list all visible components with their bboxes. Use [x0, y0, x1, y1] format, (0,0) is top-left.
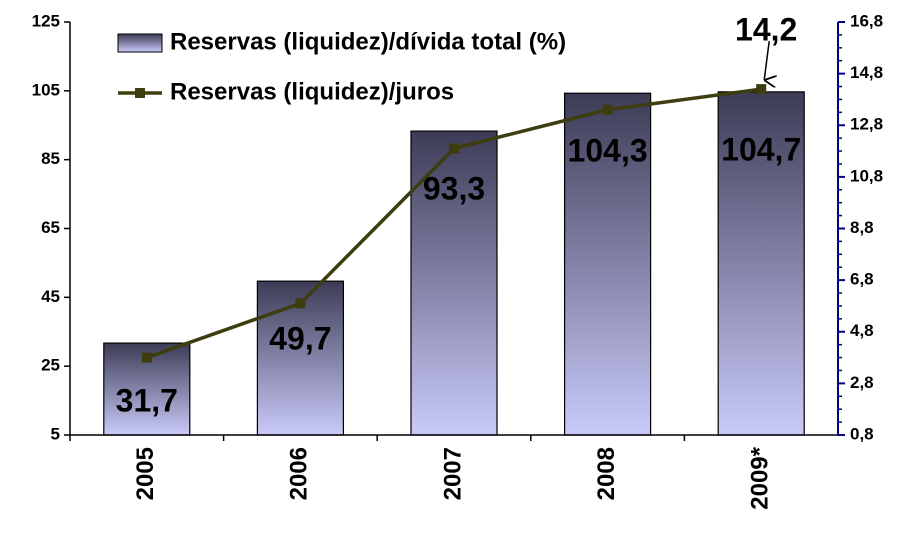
y2-tick-label: 4,8 [850, 321, 874, 340]
y-tick-label: 25 [41, 356, 60, 375]
x-tick-label: 2009* [747, 446, 774, 509]
x-tick-label: 2006 [286, 447, 313, 500]
y-tick-label: 105 [32, 80, 60, 99]
x-tick-label: 2008 [593, 447, 620, 500]
y-tick-label: 45 [41, 287, 60, 306]
bar [717, 91, 805, 436]
bar [410, 130, 498, 436]
bar-value-label: 104,3 [568, 133, 648, 169]
bar-value-label: 93,3 [423, 171, 485, 207]
bar [563, 92, 652, 436]
line-marker [449, 143, 459, 154]
line-marker [756, 84, 767, 95]
x-tick-label: 2005 [132, 447, 159, 500]
x-tick-label: 2007 [439, 447, 466, 500]
legend-label: Reservas (liquidez)/juros [170, 78, 454, 105]
y-tick-label: 125 [32, 11, 60, 30]
bar-value-label: 104,7 [721, 131, 801, 167]
y2-tick-label: 0,8 [850, 424, 874, 443]
y2-tick-label: 14,8 [850, 63, 883, 82]
y-tick-label: 65 [41, 218, 60, 237]
legend-label: Reservas (liquidez)/dívida total (%) [170, 28, 566, 55]
line-marker [602, 104, 613, 115]
y-tick-label: 5 [51, 424, 60, 443]
y2-tick-label: 12,8 [850, 115, 883, 134]
bar-value-label: 49,7 [269, 321, 331, 357]
legend-swatch-marker [135, 88, 145, 98]
line-value-label: 14,2 [735, 12, 797, 48]
line-marker [141, 352, 152, 363]
bar-value-label: 31,7 [116, 382, 178, 418]
y2-tick-label: 2,8 [850, 373, 874, 392]
y2-tick-label: 16,8 [850, 11, 883, 30]
legend-swatch [117, 33, 163, 53]
y2-tick-label: 6,8 [850, 270, 874, 289]
y-tick-label: 85 [41, 149, 60, 168]
line-marker [295, 298, 306, 309]
y2-tick-label: 10,8 [850, 166, 883, 185]
y2-tick-label: 8,8 [850, 218, 874, 237]
annotation-arrow [764, 41, 769, 80]
